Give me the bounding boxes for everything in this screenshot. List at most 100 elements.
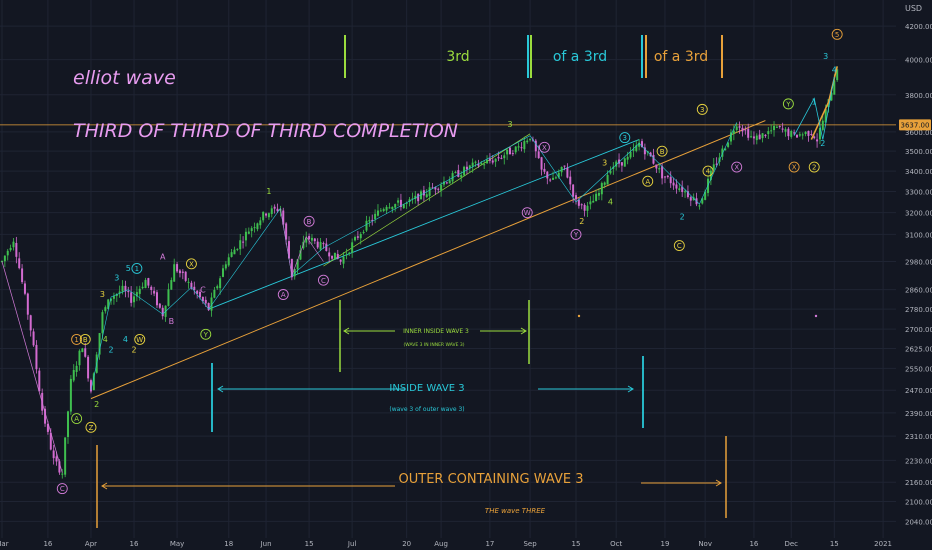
candle-body xyxy=(816,139,819,142)
x-tick-label: Jun xyxy=(260,540,272,548)
candle-body xyxy=(552,177,555,180)
candle-body xyxy=(178,270,181,274)
candle-body xyxy=(463,166,466,176)
candle-body xyxy=(72,370,75,381)
bracket-of-3rd-label: of a 3rd xyxy=(553,49,607,65)
candle-body xyxy=(681,186,684,192)
candle-body xyxy=(465,166,468,170)
candle-body xyxy=(273,206,276,209)
current-price-value: 3637.00 xyxy=(901,121,930,129)
candle-body xyxy=(414,195,417,199)
candle-body xyxy=(411,198,414,200)
time-axis: Mar 16 Apr 16 May 18 Jun 15 Jul 20 Aug 17 Sep 15 Oct 19… xyxy=(0,540,892,548)
candle-body xyxy=(784,129,787,132)
wave-label-circle xyxy=(656,145,668,157)
wave-label: C xyxy=(200,285,206,294)
candle-body xyxy=(623,158,626,167)
wave-line-cyan xyxy=(90,122,737,391)
candle-body xyxy=(480,162,483,165)
candle-body xyxy=(445,182,448,184)
y-tick-label: 3400.00 xyxy=(905,168,932,176)
candle-body xyxy=(147,278,150,286)
wave-label: Y xyxy=(203,331,209,339)
candle-body xyxy=(204,299,207,304)
candle-body xyxy=(6,250,9,256)
candle-body xyxy=(744,129,747,131)
candle-body xyxy=(9,247,12,251)
candle-body xyxy=(824,109,827,123)
candle-body xyxy=(153,290,156,294)
candle-body xyxy=(69,378,72,412)
candle-body xyxy=(781,128,784,130)
x-tick-label: Mar xyxy=(0,540,9,548)
candle-body xyxy=(184,271,187,281)
candle-body xyxy=(595,193,598,202)
wave-label-circle xyxy=(696,103,708,115)
candle-body xyxy=(775,126,778,128)
candle-body xyxy=(331,255,334,259)
candle-body xyxy=(483,164,486,166)
candle-body xyxy=(242,241,245,243)
y-tick-label: 2700.00 xyxy=(905,326,932,334)
wave-lines xyxy=(1,66,838,473)
candle-body xyxy=(221,268,224,277)
candle-body xyxy=(296,259,299,270)
wave-label-circle xyxy=(277,289,289,300)
candle-body xyxy=(67,411,70,438)
wave-label: 4 xyxy=(608,198,613,207)
inner-wave-label: INNER INSIDE WAVE 3 xyxy=(403,328,469,335)
candle-body xyxy=(213,289,216,298)
y-tick-label: 3300.00 xyxy=(905,189,932,197)
wave-label: B xyxy=(169,317,175,326)
candle-body xyxy=(612,166,615,169)
wave-label: 5 xyxy=(126,264,131,273)
candle-body xyxy=(431,187,434,189)
candle-body xyxy=(442,181,445,185)
x-tick-label: Aug xyxy=(434,540,448,548)
wave-label: A xyxy=(160,253,166,262)
candle-body xyxy=(127,291,130,293)
candle-body xyxy=(305,237,308,243)
wave-label: W xyxy=(524,209,531,217)
candle-body xyxy=(21,268,24,283)
candle-body xyxy=(793,132,796,134)
wave-label-circle xyxy=(731,161,743,173)
y-tick-label: 2230.00 xyxy=(905,457,932,465)
x-tick-label: Apr xyxy=(85,540,97,548)
x-tick-label: 20 xyxy=(402,540,411,548)
wave-label: C xyxy=(60,485,65,493)
candle-body xyxy=(87,356,90,379)
candle-body xyxy=(750,136,753,138)
candle-body xyxy=(546,171,549,179)
wave-label: 2 xyxy=(109,345,114,354)
wave-label-circle xyxy=(673,240,685,252)
marker-dot xyxy=(814,314,818,318)
candle-body xyxy=(227,257,230,266)
candle-body xyxy=(592,200,595,203)
candle-body xyxy=(379,210,382,212)
candle-body xyxy=(721,148,724,157)
candle-body xyxy=(319,242,322,250)
orange-trendline xyxy=(90,120,766,400)
candle-body xyxy=(78,350,81,366)
y-tick-label: 4200.00 xyxy=(905,23,932,31)
wave-label-circle xyxy=(642,175,654,187)
candle-body xyxy=(669,177,672,184)
wave-label: 2 xyxy=(820,139,825,148)
candle-body xyxy=(514,146,517,153)
wave-label: A xyxy=(645,178,650,186)
candle-body xyxy=(201,297,204,302)
candle-body xyxy=(236,248,239,250)
wave-label: 1 xyxy=(266,187,271,196)
candle-body xyxy=(603,182,606,185)
candle-body xyxy=(310,237,313,241)
candle-body xyxy=(44,408,47,424)
wave-label: 2 xyxy=(131,345,136,354)
candle-body xyxy=(333,252,336,260)
bracket-annotations xyxy=(96,35,818,528)
x-tick-label: 16 xyxy=(749,540,758,548)
wave-label: X xyxy=(792,164,797,172)
candle-body xyxy=(632,149,635,151)
candle-body xyxy=(18,258,21,269)
